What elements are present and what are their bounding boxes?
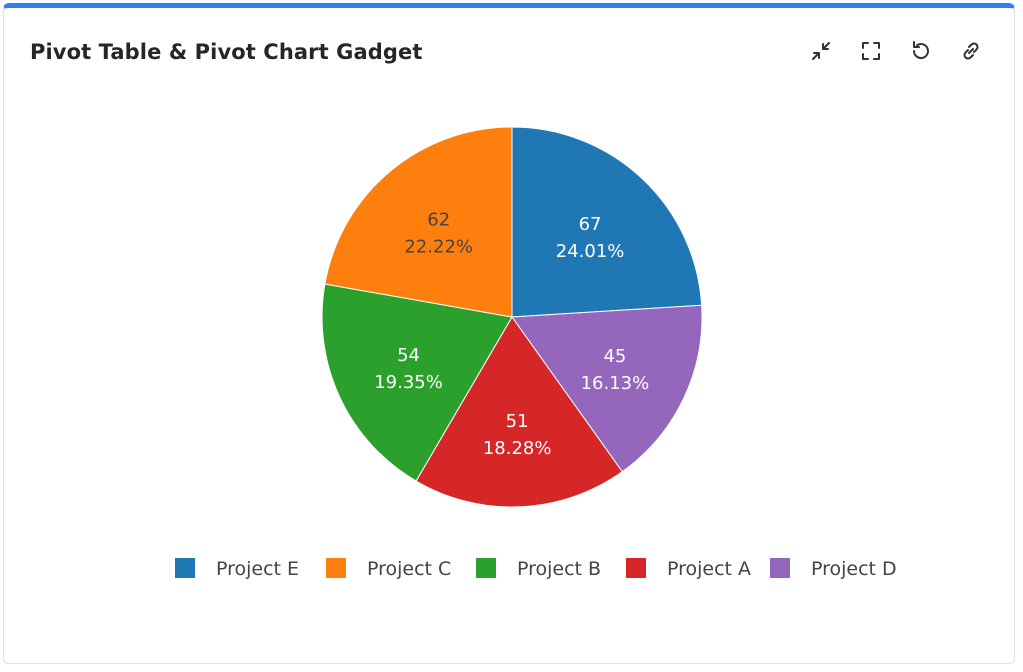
- legend-item-project-c[interactable]: Project C: [326, 558, 451, 580]
- legend-label: Project D: [811, 558, 897, 580]
- gadget-toolbar: [808, 38, 984, 64]
- slice-value-label: 45: [603, 346, 626, 367]
- collapse-button[interactable]: [808, 38, 834, 64]
- link-icon: [963, 42, 979, 60]
- legend-swatch: [326, 558, 346, 578]
- pie-slice-project-c[interactable]: [324, 126, 513, 318]
- legend-swatch: [770, 558, 790, 578]
- slice-value-label: 67: [579, 214, 602, 235]
- legend-label: Project B: [517, 558, 601, 580]
- legend-item-project-b[interactable]: Project B: [476, 558, 601, 580]
- slice-percent-label: 19.35%: [374, 372, 443, 393]
- legend-swatch: [175, 558, 195, 578]
- collapse-icon: [812, 42, 830, 60]
- pivot-gadget: Pivot Table & Pivot Chart Gadget: [3, 3, 1015, 664]
- slice-value-label: 54: [397, 345, 420, 366]
- fullscreen-button[interactable]: [858, 38, 884, 64]
- legend-swatch: [476, 558, 496, 578]
- legend-item-project-e[interactable]: Project E: [175, 558, 299, 580]
- legend-label: Project E: [216, 558, 299, 580]
- link-button[interactable]: [958, 38, 984, 64]
- pie-slice-project-d[interactable]: [511, 304, 703, 473]
- chart-legend: Project E Project C Project B Project A Proj…: [175, 558, 897, 580]
- pie-slice-project-b[interactable]: [321, 283, 513, 482]
- legend-item-project-d[interactable]: Project D: [770, 558, 897, 580]
- gadget-title: Pivot Table & Pivot Chart Gadget: [30, 40, 423, 64]
- slice-value-label: 62: [427, 210, 450, 231]
- refresh-button[interactable]: [908, 38, 934, 64]
- legend-swatch: [626, 558, 646, 578]
- pie-chart: 67 24.01% 45 16.13% 51 18.28% 54 19.35% 62 22.22%…: [175, 126, 897, 580]
- slice-percent-label: 22.22%: [404, 237, 473, 258]
- slice-percent-label: 24.01%: [556, 241, 625, 262]
- slice-percent-label: 16.13%: [581, 373, 650, 394]
- pie-labels: 67 24.01% 45 16.13% 51 18.28% 54 19.35% 62 22.22%: [374, 210, 649, 459]
- gadget-header: Pivot Table & Pivot Chart Gadget: [4, 8, 1014, 94]
- pie-slice-project-a[interactable]: [415, 316, 623, 508]
- legend-label: Project A: [667, 558, 751, 580]
- refresh-icon: [912, 41, 929, 60]
- pie-slices: [321, 126, 703, 508]
- fullscreen-icon: [862, 42, 880, 60]
- pie-slice-project-e[interactable]: [511, 126, 703, 318]
- slice-value-label: 51: [506, 411, 529, 432]
- legend-label: Project C: [367, 558, 451, 580]
- slice-percent-label: 18.28%: [483, 438, 552, 459]
- legend-item-project-a[interactable]: Project A: [626, 558, 751, 580]
